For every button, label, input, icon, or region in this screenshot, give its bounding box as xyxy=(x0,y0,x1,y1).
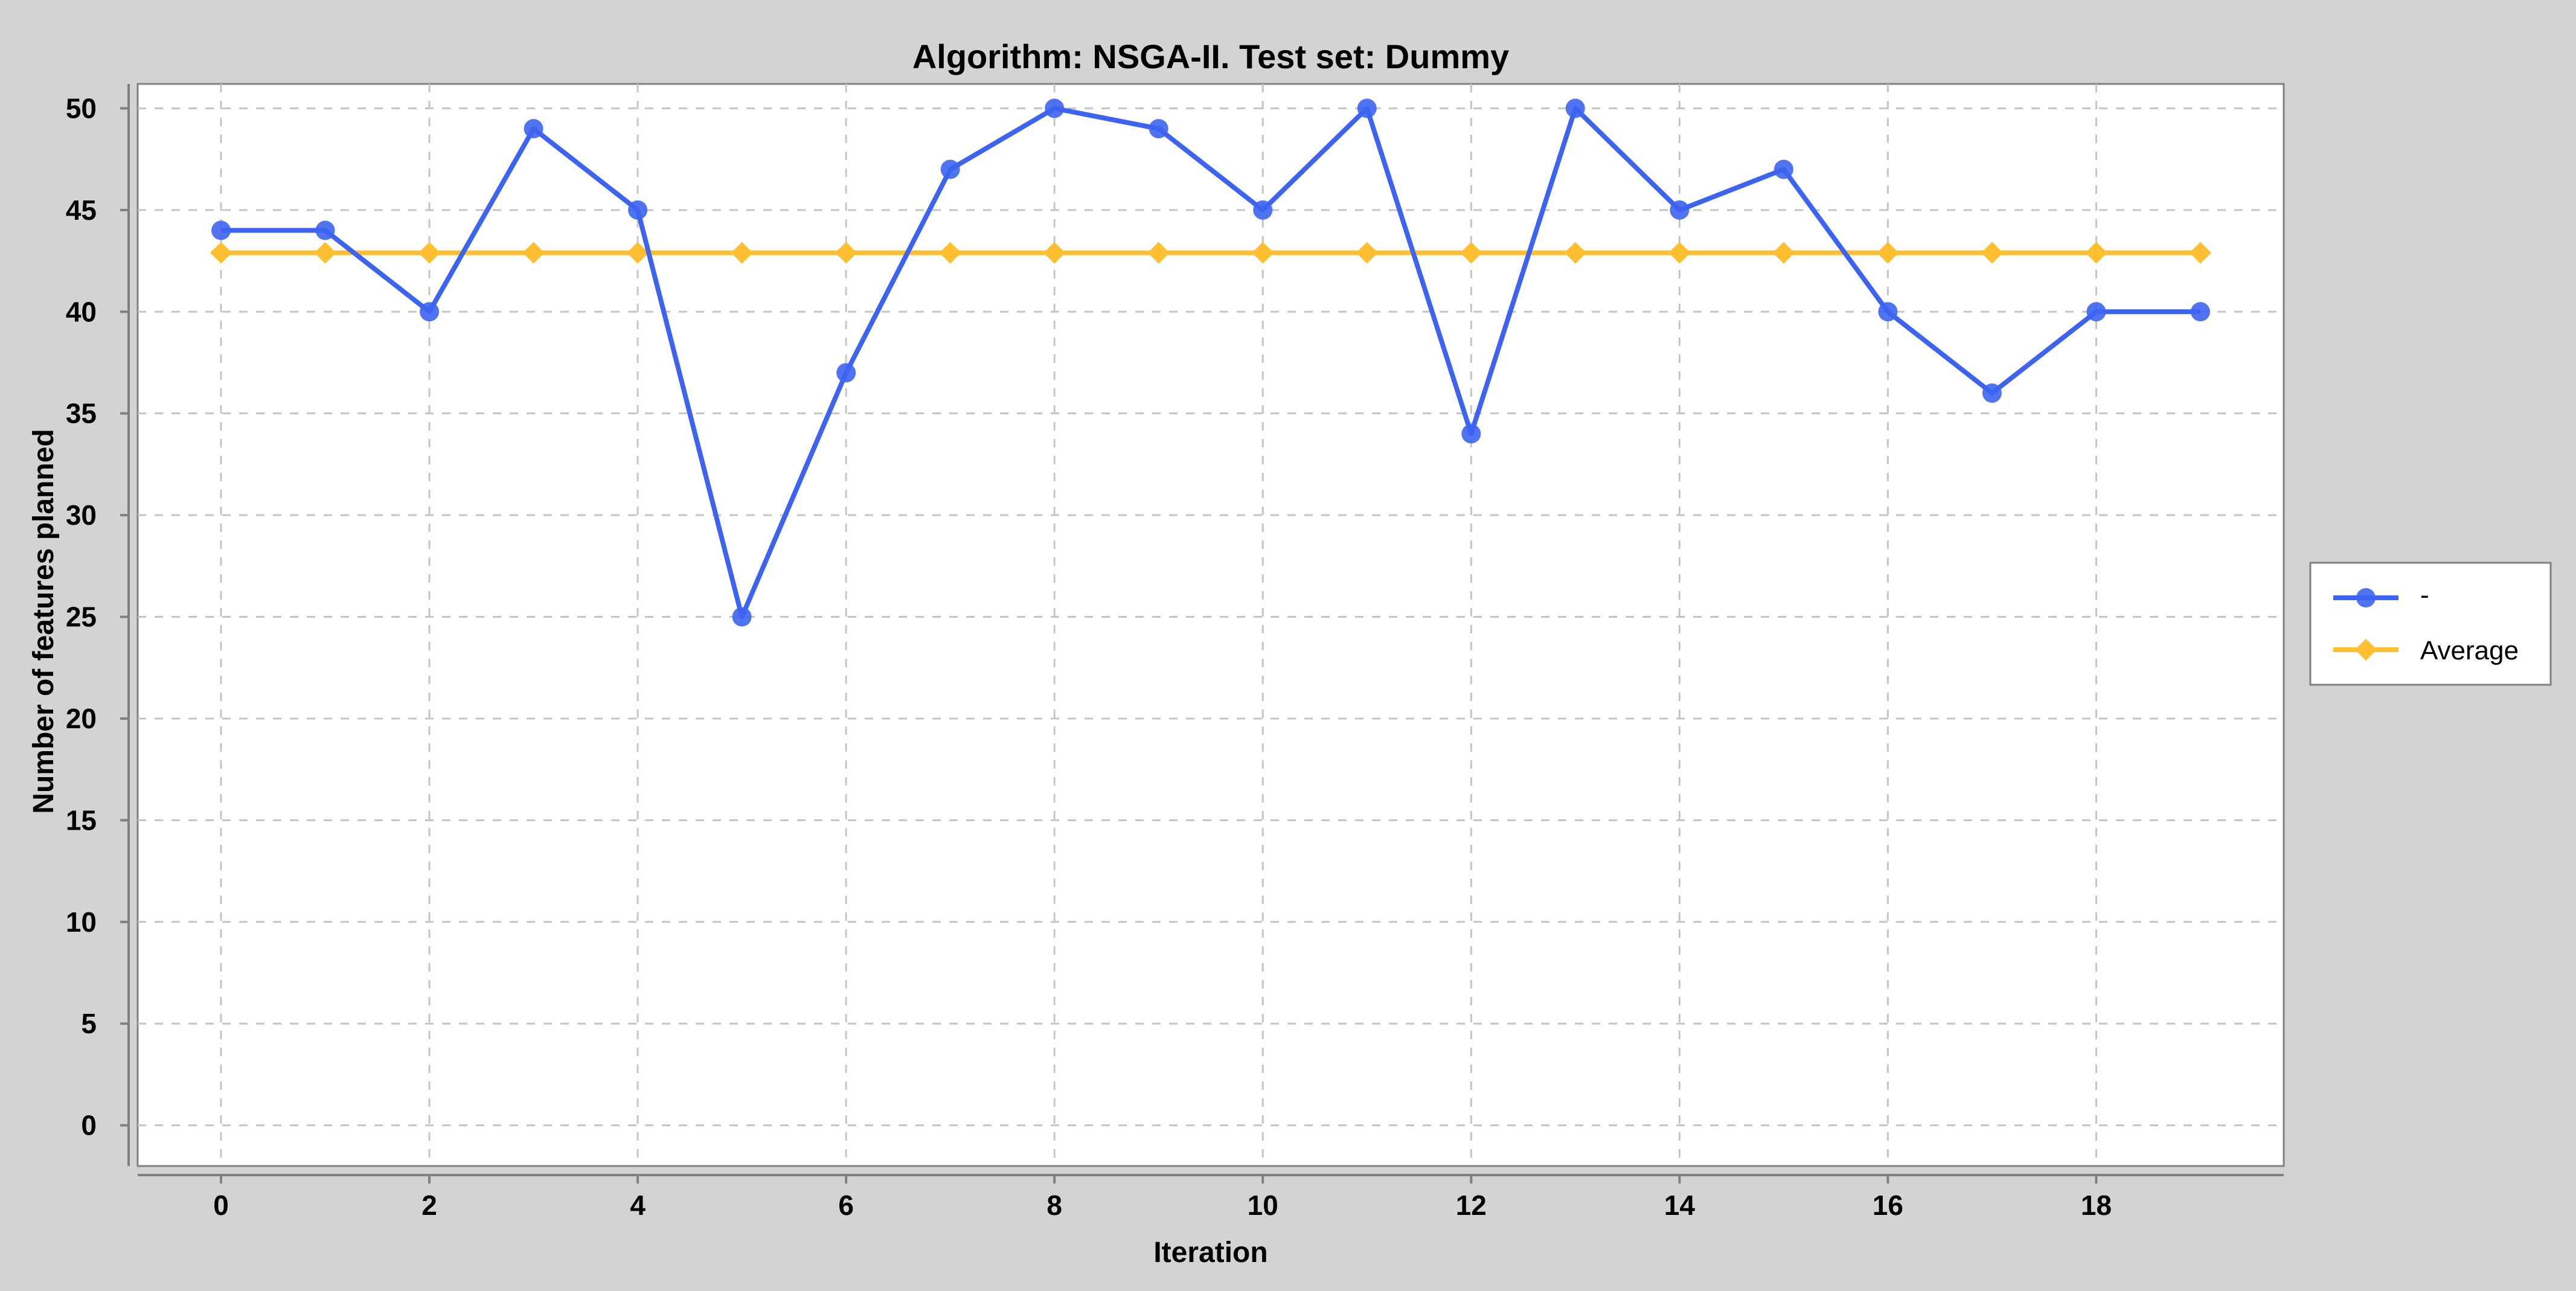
series-1-point xyxy=(836,363,856,383)
x-tick-label: 16 xyxy=(1873,1190,1903,1221)
x-tick-label: 6 xyxy=(838,1190,854,1221)
series-1-point xyxy=(732,607,752,627)
x-tick-label: 18 xyxy=(2081,1190,2112,1221)
series-layer xyxy=(210,98,2211,627)
y-tick-label: 40 xyxy=(66,296,97,327)
x-tick-label: 12 xyxy=(1456,1190,1487,1221)
series-2 xyxy=(210,242,2211,264)
series-2-point xyxy=(1772,242,1795,264)
series-2-point xyxy=(731,242,753,264)
x-axis-title: Iteration xyxy=(1153,1237,1267,1269)
y-tick-label: 45 xyxy=(66,194,97,226)
y-tick-label: 25 xyxy=(66,601,97,633)
series-2-point xyxy=(2085,242,2107,264)
series-2-point xyxy=(1147,242,1170,264)
legend-box xyxy=(2309,562,2552,686)
series-2-point xyxy=(1252,242,1274,264)
series-2-point xyxy=(1460,242,1482,264)
series-1-point xyxy=(1461,424,1481,444)
series-1-line xyxy=(221,106,2200,620)
series-1-point xyxy=(420,302,440,322)
series-1-point xyxy=(2190,302,2210,322)
x-axis-ticks: 0 2 4 6 8 10 12 14 16 18 xyxy=(213,1175,2112,1221)
legend-series-2-marker xyxy=(2355,639,2377,661)
x-tick-label: 8 xyxy=(1046,1190,1062,1221)
series-1-point xyxy=(1773,159,1793,179)
series-2-point xyxy=(1877,242,1899,264)
series-1-point xyxy=(940,159,960,179)
series-2-point xyxy=(1981,242,2003,264)
series-2-point xyxy=(627,242,649,264)
series-1-point xyxy=(2086,302,2106,322)
series-1-point xyxy=(1045,98,1065,118)
y-axis-title: Number of features planned xyxy=(28,429,60,813)
legend-series-2-label: Average xyxy=(2420,636,2519,665)
series-2-point xyxy=(210,242,232,264)
series-1-point xyxy=(524,119,543,139)
y-tick-label: 10 xyxy=(66,906,97,938)
legend-series-1-marker xyxy=(2356,588,2376,607)
legend: - Average xyxy=(2309,562,2552,686)
series-2-point xyxy=(2189,242,2211,264)
series-2-point xyxy=(1668,242,1691,264)
series-1-point xyxy=(1565,98,1585,118)
series-2-point xyxy=(314,242,336,264)
series-1 xyxy=(211,98,2210,627)
series-2-point xyxy=(418,242,441,264)
series-1-point xyxy=(628,200,648,220)
x-tick-label: 4 xyxy=(630,1190,646,1221)
x-tick-label: 2 xyxy=(421,1190,437,1221)
series-2-point xyxy=(522,242,545,264)
series-1-point xyxy=(1149,119,1168,139)
legend-series-1-label: - xyxy=(2420,580,2429,610)
series-1-point xyxy=(315,220,335,240)
y-tick-label: 15 xyxy=(66,804,97,836)
y-tick-label: 5 xyxy=(81,1008,97,1039)
grid-lines xyxy=(138,84,2284,1166)
series-1-point xyxy=(211,220,231,240)
x-tick-label: 14 xyxy=(1664,1190,1696,1221)
series-2-point xyxy=(835,242,857,264)
series-2-point xyxy=(1043,242,1066,264)
series-1-point xyxy=(1670,200,1690,220)
x-tick-label: 0 xyxy=(213,1190,229,1221)
series-1-point xyxy=(1357,98,1377,118)
x-tick-label: 10 xyxy=(1248,1190,1278,1221)
y-tick-label: 30 xyxy=(66,499,97,531)
y-axis-ticks: 0 5 10 15 20 25 30 35 40 45 50 xyxy=(66,92,129,1141)
y-tick-label: 35 xyxy=(66,398,97,429)
series-1-point xyxy=(1982,383,2002,403)
chart-title: Algorithm: NSGA-II. Test set: Dummy xyxy=(912,37,1509,75)
series-1-point xyxy=(1878,302,1898,322)
y-tick-label: 20 xyxy=(66,703,97,734)
series-2-point xyxy=(1356,242,1378,264)
y-tick-label: 50 xyxy=(66,92,97,124)
series-2-point xyxy=(939,242,961,264)
plot-area xyxy=(136,83,2285,1167)
series-2-point xyxy=(1564,242,1586,264)
y-tick-label: 0 xyxy=(81,1110,97,1141)
series-1-point xyxy=(1253,200,1273,220)
